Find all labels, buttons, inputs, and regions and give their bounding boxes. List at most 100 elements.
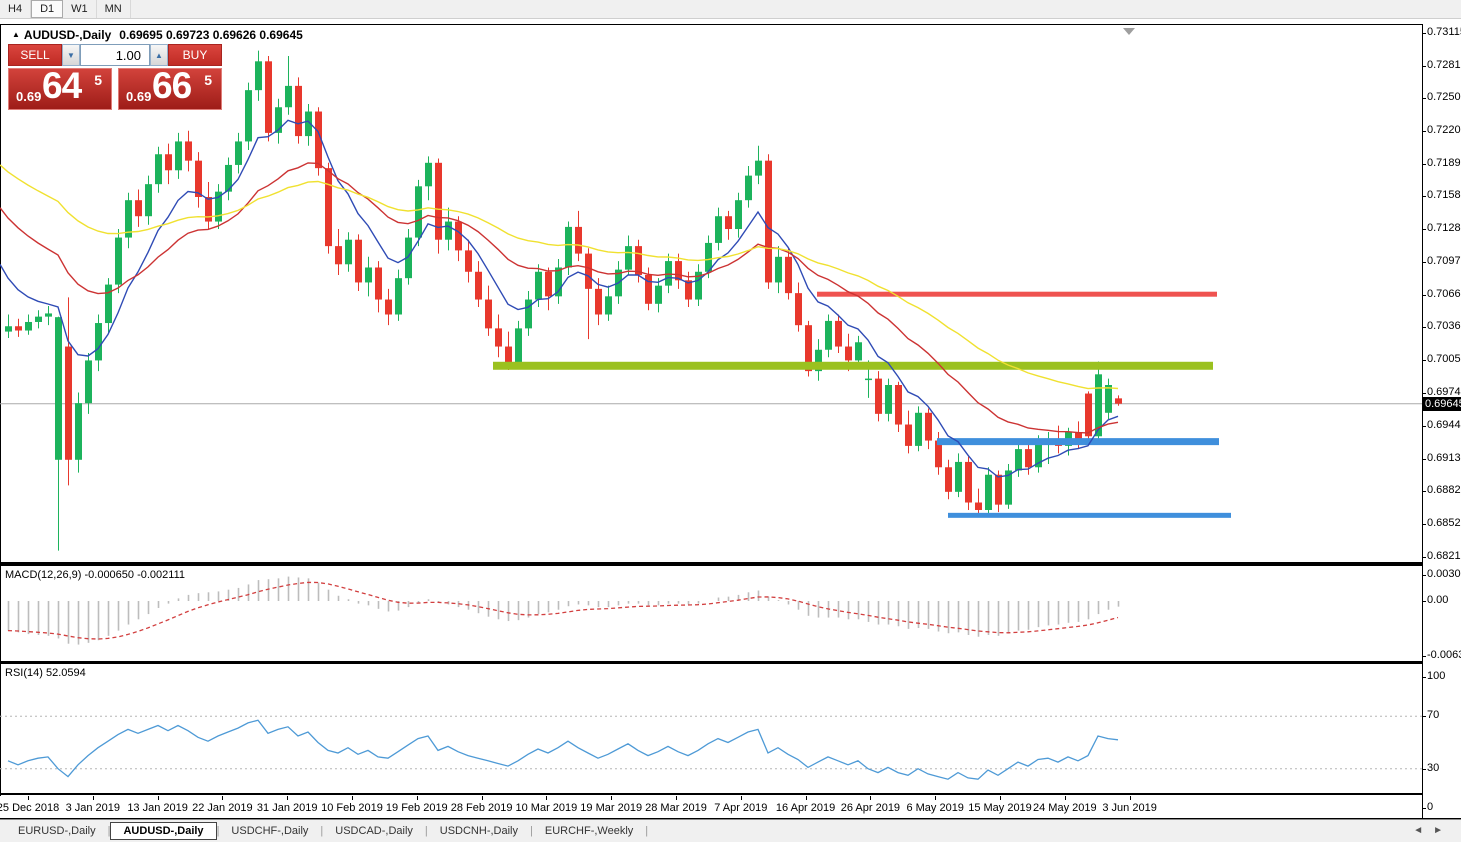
tab-separator: | xyxy=(424,825,428,837)
time-axis-label: 6 May 2019 xyxy=(906,802,964,814)
time-axis-tick xyxy=(740,796,742,800)
rsi-value: 52.0594 xyxy=(45,667,86,679)
time-axis-label: 25 Dec 2018 xyxy=(0,802,60,814)
chart-ohlc-values: 0.69695 0.69723 0.69626 0.69645 xyxy=(119,28,303,42)
chart-tab-eurchf[interactable]: EURCHF-,Weekly xyxy=(544,825,634,837)
rsi-axis-label: 100 xyxy=(1422,670,1446,682)
volume-input[interactable]: 1.00 xyxy=(80,44,150,66)
time-axis-tick xyxy=(1000,796,1001,800)
time-axis-tick xyxy=(481,796,483,800)
time-axis-label: 10 Feb 2019 xyxy=(321,802,383,814)
buy-price-prefix: 0.69 xyxy=(126,89,152,104)
current-price-tag: 0.69645 xyxy=(1422,396,1461,411)
chevron-down-icon: ▼ xyxy=(67,50,75,60)
buy-price-display[interactable]: 0.69 66 5 xyxy=(118,65,222,110)
chart-tab-usdcnh[interactable]: USDCNH-,Daily xyxy=(439,825,518,837)
timeframe-button-h4[interactable]: H4 xyxy=(0,0,32,18)
tab-separator: | xyxy=(320,825,324,837)
rsi-axis-label: 30 xyxy=(1422,761,1440,774)
timeframe-button-d1[interactable]: D1 xyxy=(31,0,64,18)
time-axis-tick xyxy=(287,796,289,800)
time-axis[interactable]: 25 Dec 2018 3 Jan 2019 13 Jan 2019 22 Jan 2… xyxy=(0,796,1422,818)
time-axis-tick xyxy=(28,796,29,800)
timeframe-button-mn[interactable]: MN xyxy=(97,0,131,18)
axis-separator xyxy=(1422,24,1423,818)
price-axis-label: 0.68825 xyxy=(1423,484,1461,496)
time-axis-label: 3 Jan 2019 xyxy=(65,802,121,814)
timeframe-button-w1[interactable]: W1 xyxy=(63,0,97,18)
macd-main-value: -0.000650 xyxy=(84,569,135,581)
one-click-trading-panel: SELL ▼ 1.00 ▲ BUY 0.69 64 5 0.69 66 5 xyxy=(8,44,222,110)
price-axis-label: 0.71585 xyxy=(1423,189,1461,201)
sell-button[interactable]: SELL xyxy=(8,44,62,66)
tab-separator: | xyxy=(216,825,220,837)
time-axis-tick xyxy=(416,796,418,800)
chart-tab-audusd[interactable]: AUDUSD-,Daily xyxy=(110,822,217,840)
buy-price-big-digits: 66 xyxy=(152,65,192,106)
buy-price-pip-digit: 5 xyxy=(204,72,212,88)
time-axis-tick xyxy=(870,796,872,800)
window-sash[interactable] xyxy=(0,661,1422,664)
scroll-right-icon[interactable]: ► xyxy=(1433,825,1453,836)
chart-tab-bar: EURUSD-,Daily | AUDUSD-,Daily | USDCHF-,Dail… xyxy=(0,819,1461,842)
chart-tab-usdchf[interactable]: USDCHF-,Daily xyxy=(231,825,309,837)
timeframe-toolbar: H4 D1 W1 MN xyxy=(0,0,1461,19)
time-axis-tick xyxy=(1064,796,1066,800)
time-axis-label: 31 Jan 2019 xyxy=(256,802,318,814)
rsi-indicator-canvas[interactable] xyxy=(0,664,1422,792)
price-axis-label: 0.70665 xyxy=(1423,288,1461,300)
buy-button[interactable]: BUY xyxy=(168,44,222,66)
price-chart-canvas[interactable] xyxy=(0,25,1422,562)
time-axis-label: 28 Feb 2019 xyxy=(450,802,513,814)
price-axis-label: 0.73115 xyxy=(1423,26,1461,38)
macd-signal-value: -0.002111 xyxy=(137,569,186,581)
time-axis-tick xyxy=(611,796,613,800)
macd-indicator-canvas[interactable] xyxy=(0,566,1422,660)
sell-price-prefix: 0.69 xyxy=(16,89,42,104)
price-axis-label: 0.72505 xyxy=(1423,91,1461,103)
time-axis-label: 28 Mar 2019 xyxy=(645,802,707,814)
expand-panel-triangle-icon[interactable]: ▲ xyxy=(12,30,20,39)
chart-title: ▲ AUDUSD-,Daily 0.69695 0.69723 0.69626 0.… xyxy=(12,28,303,42)
rsi-axis-label: 0 xyxy=(1422,801,1434,813)
chart-tab-eurusd[interactable]: EURUSD-,Daily xyxy=(18,825,96,837)
time-axis-tick xyxy=(935,796,937,800)
chart-tab-usdcad[interactable]: USDCAD-,Daily xyxy=(335,825,413,837)
chevron-up-icon: ▲ xyxy=(155,50,163,60)
time-axis-label: 15 May 2019 xyxy=(968,802,1032,814)
chart-bottom-border xyxy=(0,818,1461,819)
macd-label: MACD(12,26,9) -0.000650 -0.002111 xyxy=(5,569,186,581)
time-axis-label: 19 Mar 2019 xyxy=(580,802,643,814)
volume-decrease-button[interactable]: ▼ xyxy=(62,44,80,66)
chart-symbol-label: AUDUSD-,Daily xyxy=(23,28,112,42)
volume-increase-button[interactable]: ▲ xyxy=(150,44,168,66)
rsi-label: RSI(14) 52.0594 xyxy=(5,667,86,679)
time-axis-label: 26 Apr 2019 xyxy=(840,802,901,814)
time-axis-label: 19 Feb 2019 xyxy=(385,802,448,814)
tab-scroll-arrows[interactable]: ◄► xyxy=(1413,825,1453,836)
time-axis-label: 10 Mar 2019 xyxy=(515,802,578,814)
window-sash[interactable] xyxy=(0,793,1422,795)
time-axis-label: 24 May 2019 xyxy=(1032,802,1097,814)
time-axis-tick xyxy=(676,796,677,800)
tab-separator: | xyxy=(530,825,533,837)
chart-top-border xyxy=(0,24,1422,25)
sell-price-big-digits: 64 xyxy=(42,65,82,106)
scroll-left-icon[interactable]: ◄ xyxy=(1413,825,1434,836)
sell-price-display[interactable]: 0.69 64 5 xyxy=(8,65,112,110)
time-axis-tick xyxy=(92,796,94,800)
macd-axis-label: -0.006311 xyxy=(1423,649,1461,661)
rsi-axis-label: 70 xyxy=(1422,709,1440,722)
window-sash[interactable] xyxy=(0,562,1422,566)
chart-left-border xyxy=(0,24,1,818)
